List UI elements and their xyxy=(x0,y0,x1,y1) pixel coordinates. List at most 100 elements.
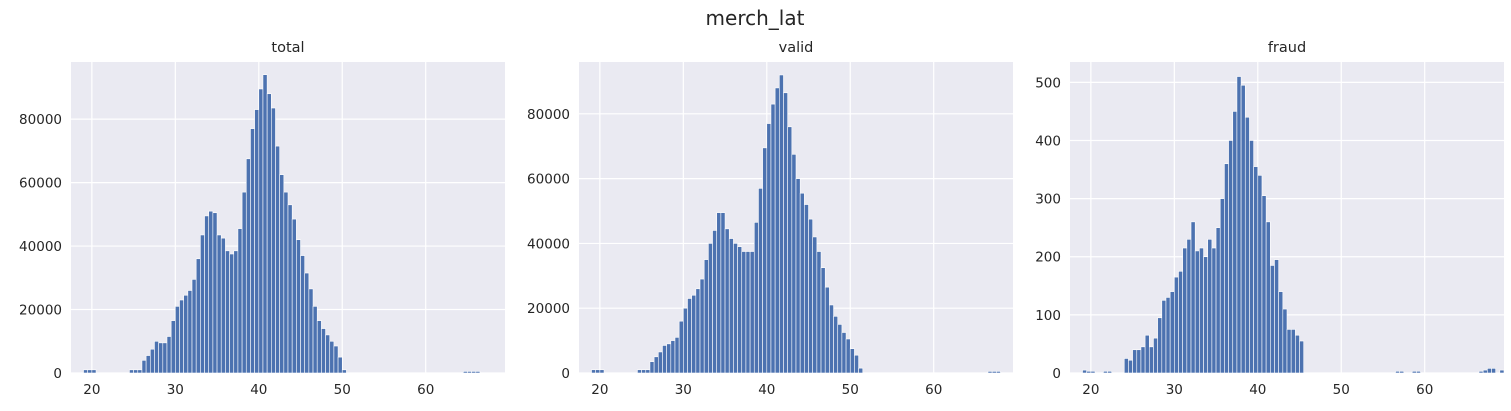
subplot-title: valid xyxy=(779,40,814,56)
y-tick-label: 300 xyxy=(1035,192,1061,208)
histogram-bar xyxy=(1286,329,1292,374)
histogram-bar xyxy=(691,294,697,374)
histogram-bar xyxy=(287,204,293,374)
histogram-bar xyxy=(987,371,993,374)
histogram-bar xyxy=(1211,247,1217,374)
histogram-bar xyxy=(1203,256,1209,374)
histogram-bar xyxy=(162,342,168,374)
histogram-bar xyxy=(462,371,468,374)
y-tick-label: 100 xyxy=(1035,308,1061,324)
histogram-bar xyxy=(1487,368,1492,374)
histogram-bar xyxy=(662,345,667,374)
histogram-bar xyxy=(695,288,701,374)
histogram-bar xyxy=(241,191,247,374)
x-tick-label: 60 xyxy=(1416,382,1433,398)
histogram-bar xyxy=(1169,291,1175,374)
histogram-bar xyxy=(1148,346,1154,374)
x-tick-label: 40 xyxy=(758,382,775,398)
chart-panel-total: 20 30 40 50 60 0 20000 40000 60000 80000 total xyxy=(19,40,505,398)
histogram-bar xyxy=(812,236,818,374)
histogram-bar xyxy=(333,345,339,374)
histogram-bar xyxy=(321,328,326,374)
histogram-bar xyxy=(733,243,738,374)
y-tick-label: 500 xyxy=(1035,75,1061,91)
histogram-bar xyxy=(1244,116,1250,374)
histogram-bar xyxy=(245,158,251,374)
histogram-bar xyxy=(845,338,851,374)
histogram-bar xyxy=(1478,370,1484,374)
histogram-bar xyxy=(271,107,276,374)
histogram-bar xyxy=(250,128,255,374)
histogram-bar xyxy=(1290,329,1296,374)
histogram-bar xyxy=(741,251,747,374)
histogram-bar xyxy=(83,369,88,374)
histogram-bar xyxy=(296,239,301,374)
y-tick-label: 40000 xyxy=(527,236,570,252)
histogram-bar xyxy=(129,369,134,374)
histogram-bar xyxy=(1165,297,1171,374)
histogram-bar xyxy=(475,371,481,374)
histogram-bar xyxy=(187,290,193,374)
histogram-bar xyxy=(1265,221,1271,374)
histogram-bar xyxy=(657,351,663,374)
histogram-bar xyxy=(858,367,864,374)
histogram-bar xyxy=(1182,247,1188,374)
histogram-bar xyxy=(195,258,201,374)
histogram-bar xyxy=(687,298,692,374)
x-tick-label: 30 xyxy=(167,382,184,398)
chart-panel-valid: 20 30 40 50 60 0 20000 40000 60000 80000 valid xyxy=(527,40,1013,398)
histogram-bar xyxy=(1257,175,1263,374)
histogram-bar xyxy=(703,259,709,374)
histogram-bar xyxy=(1207,238,1213,374)
histogram-bar xyxy=(1144,334,1150,374)
y-tick-label: 200 xyxy=(1035,250,1061,266)
histogram-bar xyxy=(1086,370,1092,374)
histogram-bar xyxy=(91,369,97,374)
x-tick-label: 50 xyxy=(334,382,351,398)
histogram-bar xyxy=(849,348,855,374)
y-tick-label: 80000 xyxy=(527,107,570,123)
histogram-bar xyxy=(1253,166,1259,374)
histogram-bar xyxy=(1194,250,1200,374)
histogram-bar xyxy=(753,222,759,374)
histogram-bar xyxy=(304,272,310,374)
histogram-bar xyxy=(1395,370,1400,374)
histogram-bar xyxy=(720,212,726,374)
histogram-bar xyxy=(1186,238,1192,374)
histogram-bar xyxy=(749,251,755,374)
histogram-bar xyxy=(1140,346,1146,374)
histogram-bar xyxy=(266,93,272,374)
histogram-bar xyxy=(996,371,1001,374)
histogram-bar xyxy=(145,355,151,374)
histogram-bar xyxy=(779,74,784,374)
histogram-bar xyxy=(829,304,834,374)
histogram-bar xyxy=(1082,369,1087,374)
histogram-bar xyxy=(1411,370,1417,374)
x-tick-label: 50 xyxy=(1333,382,1350,398)
histogram-bar xyxy=(653,356,659,374)
histogram-bar xyxy=(708,243,713,374)
histogram-bar xyxy=(1249,140,1254,374)
histogram-bar xyxy=(1482,369,1488,374)
histogram-bar xyxy=(783,92,788,374)
histogram-bar xyxy=(312,306,318,374)
y-tick-label: 60000 xyxy=(19,176,62,192)
histogram-bar xyxy=(795,178,801,374)
histogram-bar xyxy=(645,369,651,374)
histogram-bar xyxy=(1274,259,1279,374)
histogram-bar xyxy=(1174,276,1179,374)
histogram-bar xyxy=(141,360,147,374)
histogram-bar xyxy=(841,332,847,374)
histogram-bar xyxy=(758,188,763,374)
histogram-bar xyxy=(1123,358,1129,374)
y-tick-label: 40000 xyxy=(19,239,62,255)
y-tick-label: 80000 xyxy=(19,112,62,128)
histogram-bar xyxy=(170,320,176,374)
figure-title: merch_lat xyxy=(706,6,805,30)
histogram-bar xyxy=(149,348,155,374)
histogram-bar xyxy=(262,74,268,374)
subplot-title: fraud xyxy=(1268,40,1306,56)
y-tick-label: 0 xyxy=(561,366,570,382)
chart-panel-fraud: 20 30 40 50 60 0 100 200 300 400 500 fraud xyxy=(1035,40,1505,398)
